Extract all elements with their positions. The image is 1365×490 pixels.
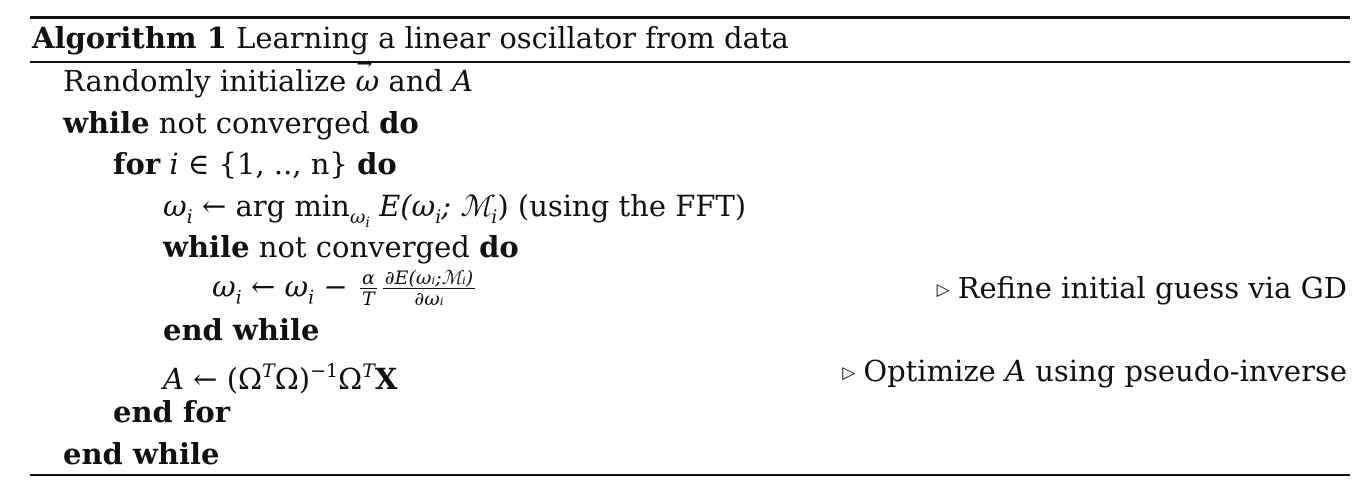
triangle-right-icon: ▷ bbox=[936, 280, 950, 300]
top-rule bbox=[30, 16, 1350, 19]
energy-expr-sub: i bbox=[435, 206, 442, 228]
pinv-inverse: −1 bbox=[310, 360, 339, 382]
pinv-transpose-1: T bbox=[262, 360, 275, 382]
comment-refine-text: Refine initial guess via GD bbox=[957, 271, 1347, 305]
header-rule bbox=[30, 61, 1350, 63]
algorithm-block: Algorithm 1 Learning a linear oscillator… bbox=[30, 0, 1350, 490]
energy-expression: E(ω bbox=[379, 189, 436, 223]
for-variable: i bbox=[169, 147, 179, 181]
line-gd-update: ωi ← ωi − α T ∂E(ωᵢ;ℳᵢ) ∂ωᵢ bbox=[212, 268, 478, 316]
line-end-outer-while: end while bbox=[63, 436, 219, 472]
argmin-note: (using the FFT) bbox=[517, 189, 747, 223]
line-outer-while: while not converged do bbox=[63, 105, 419, 141]
pinv-lhs: A bbox=[163, 362, 184, 396]
line-initialize: Randomly initialize ω and A bbox=[63, 46, 474, 99]
matrix-a: A bbox=[452, 64, 474, 98]
do-keyword: do bbox=[379, 106, 419, 140]
energy-manifold: ; ℳ bbox=[441, 189, 492, 223]
step-size-fraction: α T bbox=[359, 267, 377, 310]
init-text: Randomly initialize bbox=[63, 64, 347, 98]
comment-pinv-suffix: using pseudo-inverse bbox=[1035, 354, 1347, 388]
argmin-operator: ← arg min bbox=[201, 189, 350, 223]
gd-minus: − bbox=[323, 269, 348, 304]
energy-manifold-sub: i bbox=[491, 206, 498, 228]
pinv-omega: Ω bbox=[338, 362, 363, 396]
gd-lhs-sub: i bbox=[235, 286, 242, 309]
line-end-for: end for bbox=[113, 394, 230, 430]
init-and: and bbox=[388, 64, 443, 98]
inner-do-keyword: do bbox=[479, 230, 519, 264]
step-size-denominator: T bbox=[362, 288, 375, 310]
comment-pseudo-inverse: ▷ Optimize A using pseudo-inverse bbox=[842, 353, 1347, 391]
pinv-data-matrix: X bbox=[374, 362, 398, 396]
for-do-keyword: do bbox=[357, 147, 397, 181]
line-for: for i ∈ {1, .., n} do bbox=[113, 146, 397, 182]
comment-refine: ▷ Refine initial guess via GD bbox=[937, 270, 1347, 308]
argmin-subscript: ωi bbox=[349, 206, 370, 231]
algorithm-title: Learning a linear oscillator from data bbox=[236, 21, 789, 55]
algorithm-label: Algorithm 1 bbox=[32, 21, 227, 55]
for-range: ∈ {1, .., n} bbox=[187, 147, 348, 181]
pinv-transpose-2: T bbox=[362, 360, 375, 382]
while-keyword: while bbox=[63, 106, 150, 140]
gd-rhs: ← ω bbox=[250, 269, 309, 304]
for-keyword: for bbox=[113, 147, 161, 181]
step-size-numerator: α bbox=[359, 267, 377, 289]
energy-close: ) bbox=[497, 189, 509, 223]
comment-pinv-prefix: Optimize bbox=[863, 354, 996, 388]
line-pseudo-inverse: A ← (ΩTΩ)−1ΩTX bbox=[163, 353, 397, 397]
end-inner-while: end while bbox=[163, 313, 320, 347]
omega-vector: ω bbox=[356, 46, 380, 99]
end-outer-while: end while bbox=[63, 437, 220, 471]
inner-while-condition: not converged bbox=[258, 230, 470, 264]
gradient-fraction: ∂E(ωᵢ;ℳᵢ) ∂ωᵢ bbox=[382, 267, 476, 310]
pinv-mid: Ω) bbox=[274, 362, 311, 396]
argmin-lhs-sub: i bbox=[186, 206, 193, 228]
line-argmin: ωi ← arg minωi E(ωi; ℳi) (using the FFT) bbox=[163, 188, 746, 241]
end-for: end for bbox=[113, 395, 231, 429]
while-condition: not converged bbox=[158, 106, 370, 140]
argmin-lhs: ω bbox=[163, 189, 187, 223]
gd-rhs-sub: i bbox=[308, 286, 315, 309]
line-end-inner-while: end while bbox=[163, 312, 319, 348]
comment-pinv-a: A bbox=[1005, 354, 1026, 388]
algorithm-header: Algorithm 1 Learning a linear oscillator… bbox=[32, 20, 789, 56]
bottom-rule bbox=[30, 474, 1350, 476]
line-inner-while: while not converged do bbox=[163, 229, 519, 265]
gd-lhs: ω bbox=[212, 269, 236, 304]
gradient-denominator: ∂ωᵢ bbox=[414, 288, 444, 310]
triangle-right-icon: ▷ bbox=[842, 363, 856, 383]
pinv-arrow: ← (Ω bbox=[193, 362, 263, 396]
gradient-numerator: ∂E(ωᵢ;ℳᵢ) bbox=[382, 267, 476, 289]
inner-while-keyword: while bbox=[163, 230, 250, 264]
